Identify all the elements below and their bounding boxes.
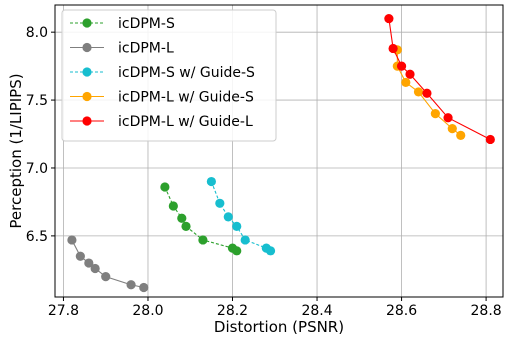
data-point — [265, 246, 276, 256]
legend-item: icDPM-S — [70, 16, 175, 32]
data-point — [67, 235, 77, 245]
legend: icDPM-S icDPM-L icDPM-S w/ Guide-S icDPM-L … — [61, 9, 277, 142]
data-point — [160, 182, 170, 192]
x-tick-label: 28.6 — [386, 303, 417, 319]
legend-marker — [82, 91, 92, 102]
data-point — [396, 61, 407, 71]
data-point — [388, 43, 398, 54]
data-point — [101, 272, 111, 282]
data-point — [139, 282, 149, 293]
data-point — [84, 258, 94, 268]
legend-box — [61, 9, 277, 142]
data-point — [223, 212, 233, 222]
legend-marker — [82, 42, 92, 53]
data-point — [198, 235, 208, 245]
data-point — [206, 176, 216, 187]
data-point — [485, 134, 495, 145]
data-point — [443, 113, 453, 123]
data-point — [413, 87, 424, 97]
data-point — [430, 109, 440, 119]
data-point — [384, 13, 394, 24]
data-point — [181, 221, 191, 231]
legend-marker — [82, 116, 92, 126]
data-point — [240, 235, 250, 245]
x-tick-label: 28.4 — [301, 303, 332, 319]
y-tick-label: 7.5 — [26, 93, 48, 109]
series-1 — [67, 235, 149, 293]
data-point — [75, 251, 85, 261]
data-point — [215, 198, 225, 208]
data-point — [232, 246, 242, 256]
data-point — [126, 280, 136, 290]
x-tick-label: 28.0 — [132, 303, 163, 319]
legend-item: icDPM-S w/ Guide-S — [70, 65, 255, 81]
series-layer — [67, 13, 495, 293]
series-2 — [206, 176, 276, 256]
legend-item: icDPM-L — [70, 41, 174, 57]
legend-label: icDPM-L w/ Guide-L — [118, 114, 253, 130]
series-4 — [384, 13, 495, 145]
data-point — [447, 123, 457, 134]
y-axis-ticks: 6.5 7.0 7.5 8.0 — [26, 25, 55, 245]
legend-label: icDPM-L w/ Guide-S — [118, 90, 254, 106]
y-tick-label: 7.0 — [26, 161, 48, 177]
data-point — [168, 201, 178, 211]
data-point — [232, 221, 242, 231]
legend-label: icDPM-S — [118, 16, 175, 32]
y-tick-label: 8.0 — [26, 25, 48, 41]
legend-label: icDPM-S w/ Guide-S — [118, 65, 255, 81]
x-tick-label: 28.8 — [471, 303, 502, 319]
legend-marker — [82, 67, 92, 77]
legend-marker — [82, 18, 92, 28]
data-point — [401, 77, 411, 88]
legend-label: icDPM-L — [118, 41, 174, 57]
x-axis-label: Distortion (PSNR) — [214, 318, 344, 336]
x-tick-label: 28.2 — [217, 303, 248, 319]
legend-item: icDPM-L w/ Guide-L — [70, 114, 253, 130]
legend-item: icDPM-L w/ Guide-S — [70, 90, 254, 106]
x-axis-ticks: 27.8 28.0 28.2 28.4 28.6 28.8 — [48, 297, 502, 319]
data-point — [456, 130, 466, 140]
plot-area-frame — [54, 4, 504, 298]
series-0 — [160, 182, 242, 256]
data-point — [177, 213, 187, 223]
data-point — [405, 69, 415, 79]
data-point — [422, 88, 432, 98]
x-tick-label: 27.8 — [48, 303, 79, 319]
data-point — [90, 263, 100, 274]
y-axis-label: Perception (1/LIPIPS) — [7, 73, 25, 228]
y-tick-label: 6.5 — [26, 229, 48, 245]
